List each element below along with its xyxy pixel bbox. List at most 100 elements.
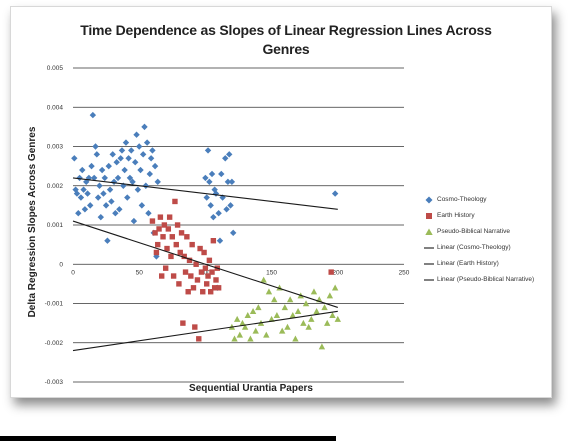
data-point (98, 166, 106, 174)
data-point (124, 194, 131, 201)
data-point (104, 237, 111, 244)
data-point (156, 226, 162, 232)
legend-swatch (424, 275, 434, 285)
data-point (71, 155, 78, 162)
data-point (80, 186, 87, 193)
data-point (81, 206, 89, 213)
data-point (161, 222, 168, 228)
data-point (178, 230, 185, 236)
data-point (228, 178, 236, 186)
data-point (230, 229, 237, 237)
legend-item: Cosmo-Theology (424, 193, 564, 209)
trendline (72, 177, 338, 210)
data-point (210, 213, 217, 221)
data-point (118, 147, 126, 154)
data-point (289, 311, 296, 318)
data-point (169, 234, 175, 240)
data-point (136, 143, 143, 150)
data-point (213, 277, 219, 283)
data-point (102, 202, 110, 209)
data-point (93, 151, 101, 158)
data-point (206, 178, 213, 186)
data-point (294, 308, 302, 315)
y-tick-label: 0.003 (47, 144, 64, 151)
data-point (117, 155, 124, 162)
y-tick-label: -0.001 (45, 301, 64, 308)
data-point (186, 257, 193, 264)
data-point (76, 174, 83, 182)
data-point (181, 253, 187, 260)
data-point (112, 210, 119, 217)
legend: Cosmo-Theology Earth History Pseudo-Biblic… (424, 193, 564, 289)
y-tick-label: 0.001 (47, 222, 64, 229)
data-point (146, 170, 153, 178)
data-point (300, 319, 307, 326)
legend-item: Pseudo-Biblical Narrative (424, 225, 564, 241)
data-point (75, 210, 82, 217)
trendline (72, 310, 338, 352)
data-point (145, 210, 152, 217)
data-point (255, 304, 262, 311)
legend-swatch (424, 243, 434, 253)
data-point (218, 170, 225, 178)
data-point (106, 186, 114, 193)
data-point (114, 174, 122, 182)
data-point (286, 296, 294, 303)
data-point (329, 311, 336, 318)
data-point (236, 331, 244, 338)
data-point (328, 269, 334, 275)
data-point (211, 285, 218, 291)
data-point (227, 202, 234, 209)
data-point (206, 257, 213, 264)
data-point (324, 319, 331, 326)
data-point (216, 237, 224, 244)
data-point (110, 178, 118, 186)
data-point (87, 202, 94, 209)
data-point (84, 190, 91, 197)
data-point (182, 269, 189, 275)
data-point (122, 139, 130, 146)
legend-label: Earth History (437, 212, 475, 219)
data-point (184, 234, 190, 240)
legend-swatch (424, 211, 434, 221)
data-point (263, 331, 270, 338)
data-point (149, 147, 156, 154)
x-tick-label: 0 (71, 269, 75, 276)
data-point (109, 151, 116, 158)
plot-area: 0.005 0.004 0.003 0.002 0.001 0 -0.001 -0.002 -0… (45, 65, 410, 386)
data-point (308, 315, 315, 322)
legend-label: Linear (Earth History) (437, 260, 499, 267)
data-point (265, 288, 273, 295)
data-point (121, 166, 128, 174)
data-point (233, 315, 241, 322)
chart-card: Time Dependence as Slopes of Linear Regr… (10, 6, 552, 398)
legend-label: Linear (Cosmo-Theology) (437, 244, 511, 251)
trendline (72, 220, 338, 308)
legend-swatch (424, 259, 434, 269)
data-point (83, 178, 90, 186)
x-axis-label: Sequential Urantia Papers (189, 383, 313, 394)
data-point (215, 285, 222, 291)
data-point (101, 174, 108, 182)
data-point (133, 131, 140, 138)
legend-label: Linear (Pseudo-Biblical Narrative) (437, 276, 535, 283)
data-point (92, 143, 99, 150)
data-point (134, 186, 142, 193)
data-point (185, 289, 191, 295)
data-point (321, 304, 328, 311)
data-point (252, 327, 259, 334)
data-point (204, 281, 210, 287)
data-point (226, 151, 233, 158)
data-point (244, 311, 251, 318)
data-point (116, 206, 123, 213)
data-point (77, 194, 85, 201)
x-tick-label: 150 (266, 269, 277, 276)
data-point (139, 151, 147, 158)
chart-title: Time Dependence as Slopes of Linear Regr… (80, 22, 492, 57)
data-point (310, 288, 318, 295)
data-point (141, 123, 148, 131)
data-point (157, 214, 164, 220)
data-point (331, 190, 339, 197)
data-point (108, 198, 115, 205)
x-tick-label: 250 (399, 269, 410, 276)
